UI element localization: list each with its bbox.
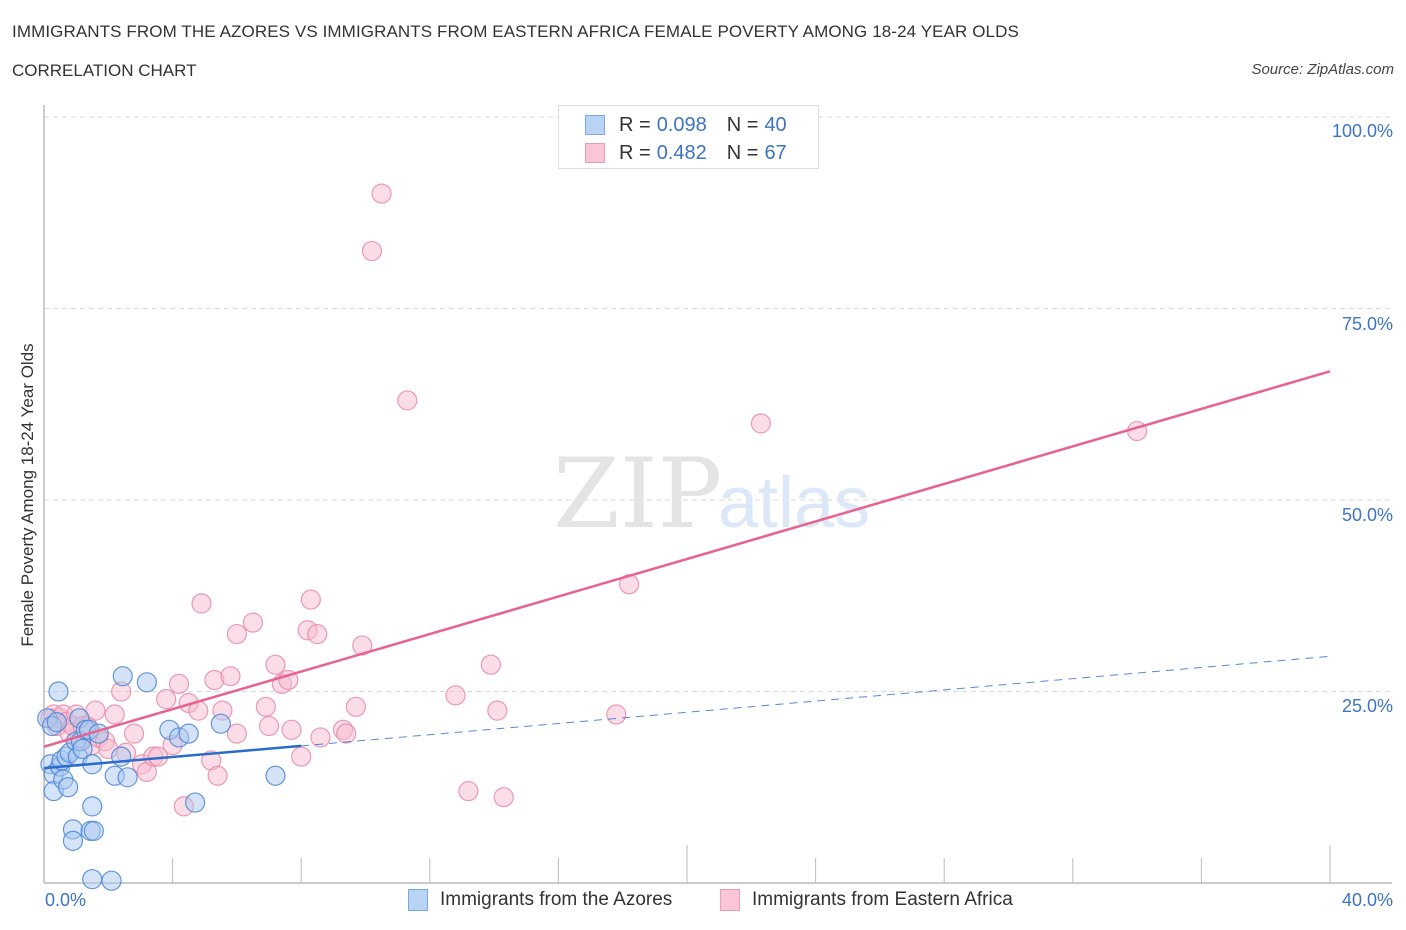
data-point [255, 696, 276, 717]
data-point [226, 623, 247, 645]
r-value: 0.482 [656, 141, 707, 164]
data-point [82, 796, 103, 817]
data-point [220, 666, 241, 687]
pink-swatch-icon [585, 143, 605, 163]
data-point [397, 390, 418, 411]
trend-line-azores [43, 744, 302, 770]
pink-swatch-icon [720, 889, 740, 911]
data-point [58, 777, 79, 798]
y-tick-25: 25.0% [1341, 696, 1393, 716]
data-point [258, 715, 280, 737]
data-point [72, 738, 93, 760]
data-point [136, 672, 157, 693]
stats-legend-row-eastern-africa: R = 0.482 N = 67 [585, 141, 787, 165]
watermark: ZIP atlas [553, 438, 870, 550]
stats-legend: R = 0.098 N = 40 R = 0.482 N = 67 [558, 105, 819, 169]
n-value: 67 [764, 141, 787, 164]
legend-item-azores[interactable]: Immigrants from the Azores [408, 889, 672, 911]
data-point [265, 654, 286, 675]
legend-label: Immigrants from Eastern Africa [752, 889, 1013, 910]
source-label: Source: ZipAtlas.com [1251, 61, 1394, 78]
data-point [480, 654, 501, 675]
stats-legend-row-azores: R = 0.098 N = 40 [585, 113, 787, 137]
chart-title: IMMIGRANTS FROM THE AZORES VS IMMIGRANTS… [12, 22, 1019, 41]
data-point [445, 685, 466, 706]
pink-points [40, 183, 1148, 817]
data-point [210, 713, 231, 734]
blue-points [37, 666, 286, 891]
x-tick-40: 40.0% [1341, 890, 1393, 910]
x-tick-0: 0.0% [45, 890, 87, 910]
legend-item-eastern-africa[interactable]: Immigrants from Eastern Africa [720, 889, 1013, 911]
data-point [104, 704, 125, 725]
y-tick-100: 100.0% [1331, 121, 1393, 141]
axes [43, 105, 1392, 884]
data-point [178, 723, 199, 744]
y-axis-label: Female Poverty Among 18-24 Year Olds [18, 343, 37, 647]
n-label: N = [726, 113, 759, 136]
r-label: R = [619, 141, 651, 164]
n-value: 40 [764, 113, 787, 136]
data-point [191, 593, 212, 614]
data-point [310, 727, 331, 748]
r-label: R = [619, 113, 651, 136]
data-point [117, 767, 138, 788]
data-point [156, 689, 177, 710]
trend-line-azores-extrapolated [301, 655, 1331, 747]
data-point [83, 820, 104, 842]
data-point [300, 589, 321, 610]
data-point [185, 792, 206, 813]
legend-label: Immigrants from the Azores [440, 889, 673, 910]
data-point [371, 183, 392, 204]
data-point [46, 712, 67, 733]
data-point [307, 623, 328, 645]
data-point [62, 830, 84, 851]
data-point [101, 870, 122, 891]
trend-lines [43, 370, 1331, 770]
blue-swatch-icon [408, 889, 428, 911]
data-point [458, 780, 479, 802]
trend-line-eastern-africa [43, 370, 1331, 748]
data-point [168, 673, 190, 694]
n-label: N = [726, 141, 759, 164]
data-point [291, 746, 312, 767]
data-point [278, 669, 299, 691]
data-point [281, 719, 302, 740]
r-value: 0.098 [656, 113, 707, 136]
data-point [123, 723, 145, 744]
data-point [487, 700, 508, 721]
y-tick-75: 75.0% [1341, 314, 1393, 334]
data-point [82, 869, 103, 890]
y-tick-50: 50.0% [1341, 505, 1393, 525]
data-point [207, 765, 228, 786]
data-point [750, 413, 772, 434]
chart-subtitle: CORRELATION CHART [12, 61, 197, 80]
data-point [48, 681, 69, 702]
data-point [112, 666, 133, 687]
data-point [242, 612, 264, 633]
data-point [226, 723, 247, 744]
data-point [493, 787, 514, 808]
data-point [265, 765, 286, 786]
data-point [361, 240, 383, 262]
data-point [606, 704, 627, 725]
blue-swatch-icon [585, 115, 605, 135]
watermark-zip: ZIP [553, 438, 722, 550]
gridlines [44, 116, 1392, 692]
data-point [345, 696, 366, 717]
data-point [336, 723, 357, 744]
watermark-atlas: atlas [718, 463, 870, 543]
